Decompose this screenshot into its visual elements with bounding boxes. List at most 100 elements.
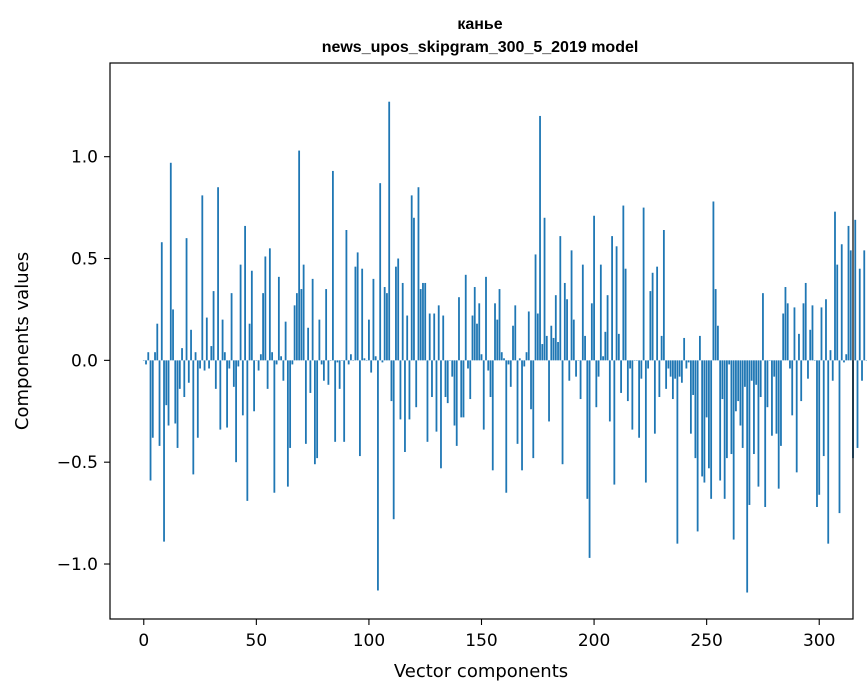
bar [604, 331, 607, 361]
bar [669, 360, 672, 377]
bar [762, 293, 764, 361]
bar [728, 360, 731, 365]
bar [721, 360, 724, 400]
bar [156, 323, 159, 361]
bar [631, 360, 634, 430]
bar [811, 305, 814, 361]
y-axis-label: Components values [12, 252, 33, 430]
bar [575, 360, 577, 377]
bar [289, 360, 292, 448]
bar [780, 360, 782, 446]
bar [530, 360, 532, 410]
bar [284, 321, 287, 361]
bar [861, 360, 863, 381]
bar [825, 299, 827, 361]
bar [795, 360, 798, 473]
y-tick-label: −1.0 [57, 555, 98, 575]
bar [667, 360, 670, 369]
bar [422, 282, 424, 361]
bar [399, 360, 402, 420]
bar [487, 360, 490, 371]
bar [514, 305, 517, 361]
bar [703, 360, 706, 483]
bar [676, 360, 679, 544]
bar [356, 252, 359, 361]
bar [232, 360, 235, 387]
bar [521, 360, 523, 471]
bar [313, 360, 316, 465]
bar [800, 360, 803, 402]
bar [624, 268, 627, 361]
bar [590, 303, 593, 361]
bar [363, 358, 366, 361]
bar [268, 248, 271, 361]
bar [419, 289, 422, 361]
bar [210, 346, 213, 361]
bar [611, 236, 613, 361]
bar [372, 278, 375, 361]
bar [230, 293, 233, 361]
bar [753, 360, 755, 455]
bar [336, 360, 339, 363]
bar [300, 289, 303, 361]
bar [786, 303, 789, 361]
bar [719, 360, 722, 481]
bar [262, 293, 264, 361]
y-tick-label: 0.0 [71, 351, 98, 371]
bar [653, 360, 656, 434]
bar [282, 360, 285, 381]
bar [190, 329, 192, 361]
bar [539, 115, 541, 361]
bar [849, 250, 852, 361]
bar [626, 360, 629, 402]
bar [237, 360, 240, 367]
bar [181, 348, 183, 361]
bar [485, 276, 487, 361]
bar [259, 354, 262, 361]
bar [298, 150, 301, 361]
bar [807, 360, 809, 379]
bar [395, 266, 397, 361]
bar [295, 293, 298, 361]
bar [406, 315, 409, 361]
bar [662, 230, 665, 361]
x-axis-label: Vector components [394, 661, 568, 682]
bar [735, 360, 737, 412]
bar [311, 278, 314, 361]
bar [264, 256, 267, 361]
bar [856, 360, 859, 448]
bar [460, 360, 463, 418]
bar [775, 360, 778, 434]
bar [174, 360, 177, 424]
bar [286, 360, 289, 487]
bar [689, 360, 692, 434]
bar [541, 344, 544, 361]
bar [332, 170, 334, 361]
bar [518, 358, 521, 361]
bar [307, 327, 310, 361]
bar [163, 360, 165, 542]
bar [169, 162, 172, 361]
bar [550, 325, 553, 361]
bar [581, 264, 584, 361]
bar [764, 360, 767, 507]
bar [455, 360, 458, 446]
bar [383, 287, 386, 361]
bar [647, 360, 650, 369]
bar [606, 295, 609, 361]
bar [694, 360, 697, 459]
x-axis-ticks: 0 50 100 150 200 250 300 [138, 619, 835, 651]
bar [572, 319, 575, 361]
bar [838, 360, 841, 514]
bar [509, 360, 512, 387]
x-tick-label: 0 [138, 631, 149, 651]
bar [782, 313, 785, 361]
bar [593, 215, 595, 361]
bar [151, 360, 154, 438]
bar [827, 360, 830, 544]
bar [644, 360, 647, 483]
bar [325, 289, 328, 361]
bar [523, 360, 526, 367]
bar [408, 360, 411, 420]
bar [532, 360, 535, 459]
